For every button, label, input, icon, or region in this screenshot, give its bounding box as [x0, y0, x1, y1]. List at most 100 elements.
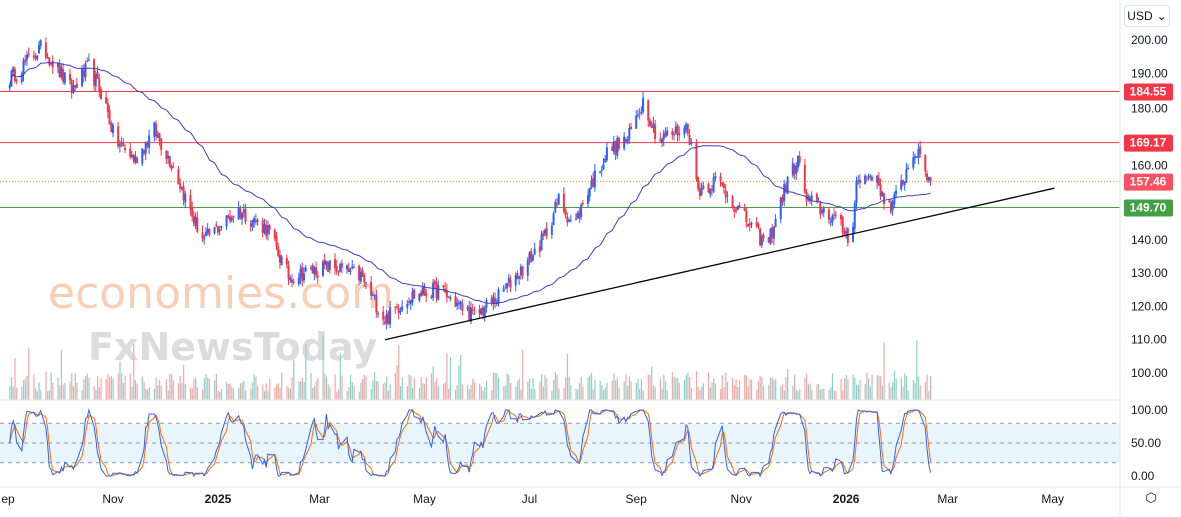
candle-body: [182, 186, 185, 201]
candle-body: [903, 181, 906, 186]
candle-body: [504, 287, 507, 289]
candle-body: [771, 227, 774, 238]
volume-bar: [893, 370, 896, 400]
candle-body: [531, 254, 534, 261]
volume-bar: [461, 384, 464, 400]
volume-bar: [93, 386, 95, 400]
price-axis[interactable]: 200.00 190.00 180.00 160.00 140.00 130.00 120.…: [1131, 33, 1168, 483]
time-tick-label: 2026: [833, 492, 860, 506]
candle-body: [581, 203, 584, 205]
volume-bar: [506, 373, 508, 400]
price-tick-label: 160.00: [1131, 159, 1168, 173]
volume-bar: [472, 378, 474, 400]
volume-bar: [449, 357, 452, 400]
volume-bar: [48, 390, 51, 400]
candle-body: [528, 252, 531, 260]
candle-body: [750, 222, 753, 225]
candle-body: [900, 180, 903, 190]
candle-body: [261, 220, 264, 234]
volume-bar: [775, 378, 777, 400]
volume-bar: [578, 383, 581, 400]
volume-bar: [738, 379, 741, 400]
volume-bar: [456, 385, 458, 400]
candle-body: [335, 266, 338, 272]
settings-hexagon-icon[interactable]: ⬡: [1145, 490, 1157, 505]
volume-bar: [396, 365, 398, 400]
candle-body: [34, 55, 37, 59]
volume-bar: [300, 381, 302, 400]
candle-body: [927, 176, 930, 181]
candle-body: [738, 204, 741, 208]
candle-body: [924, 155, 927, 172]
candle-body: [494, 298, 497, 303]
volume-bar: [220, 389, 223, 400]
candle-body: [562, 193, 565, 212]
candle-body: [401, 306, 404, 311]
volume-bar: [353, 385, 355, 400]
volume-bar: [442, 383, 445, 400]
volume-bar: [289, 388, 291, 400]
volume-bar: [611, 380, 613, 400]
candle-body: [805, 192, 808, 201]
time-axis[interactable]: ep Nov 2025 Mar May Jul Sep Nov 2026 Mar May: [1, 492, 1064, 506]
volume-bar: [881, 386, 883, 400]
watermark-line1: economies.com: [48, 268, 394, 319]
volume-bar: [721, 375, 723, 400]
volume-bar: [835, 391, 837, 400]
candle-body: [683, 127, 686, 135]
candle-body: [659, 138, 662, 141]
volume-bar: [243, 380, 245, 400]
time-tick-label: May: [1041, 492, 1064, 506]
volume-bar: [639, 388, 641, 400]
volume-bar: [726, 381, 729, 400]
candle-body: [20, 74, 23, 83]
volume-bar: [900, 377, 902, 400]
moving-average-line: [9, 61, 931, 304]
trendline[interactable]: [384, 187, 1055, 341]
volume-bar: [518, 378, 520, 400]
candle-body: [473, 309, 476, 311]
volume-bar: [735, 379, 737, 400]
watermark: economies.com FxNewsToday: [48, 268, 394, 369]
currency-selector[interactable]: USD ⌄: [1124, 5, 1170, 27]
candle-body: [686, 123, 689, 134]
candle-body: [254, 219, 257, 223]
time-tick-label: Nov: [102, 492, 123, 506]
volume-bar: [615, 380, 617, 400]
price-tick-label: 110.00: [1131, 333, 1167, 347]
volume-bar: [122, 383, 125, 400]
time-tick-label: Mar: [937, 492, 958, 506]
volume-bar: [76, 382, 78, 400]
candle-body: [337, 271, 340, 273]
volume-bar: [892, 382, 894, 400]
candle-body: [772, 226, 775, 239]
candle-body: [726, 195, 729, 197]
volume-bar: [888, 382, 890, 400]
trendline-line: [384, 187, 1055, 341]
candle-body: [375, 294, 378, 313]
candle-body: [179, 183, 182, 189]
candle-body: [519, 266, 522, 276]
candle-body: [153, 122, 156, 137]
candle-body: [678, 132, 681, 136]
currency-label: USD: [1127, 9, 1153, 23]
volume-bar: [169, 373, 171, 400]
volume-bar: [420, 376, 422, 400]
volume-bar: [568, 376, 570, 400]
oscillator-tick-label: 50.00: [1131, 436, 1161, 450]
volume-bar: [136, 383, 138, 400]
volume-bar: [129, 373, 131, 400]
candle-body: [506, 283, 509, 289]
oscillator-tick-label: 100.00: [1131, 403, 1168, 417]
candle-body: [714, 176, 717, 179]
volume-bar: [914, 383, 916, 400]
volume-bar: [133, 344, 135, 400]
volume-bar: [687, 372, 689, 400]
volume-bar: [654, 386, 656, 400]
candle-body: [287, 265, 290, 280]
candle-body: [172, 167, 175, 169]
candle-body: [27, 54, 30, 56]
volume-bar: [907, 390, 909, 400]
candle-body: [810, 195, 813, 201]
